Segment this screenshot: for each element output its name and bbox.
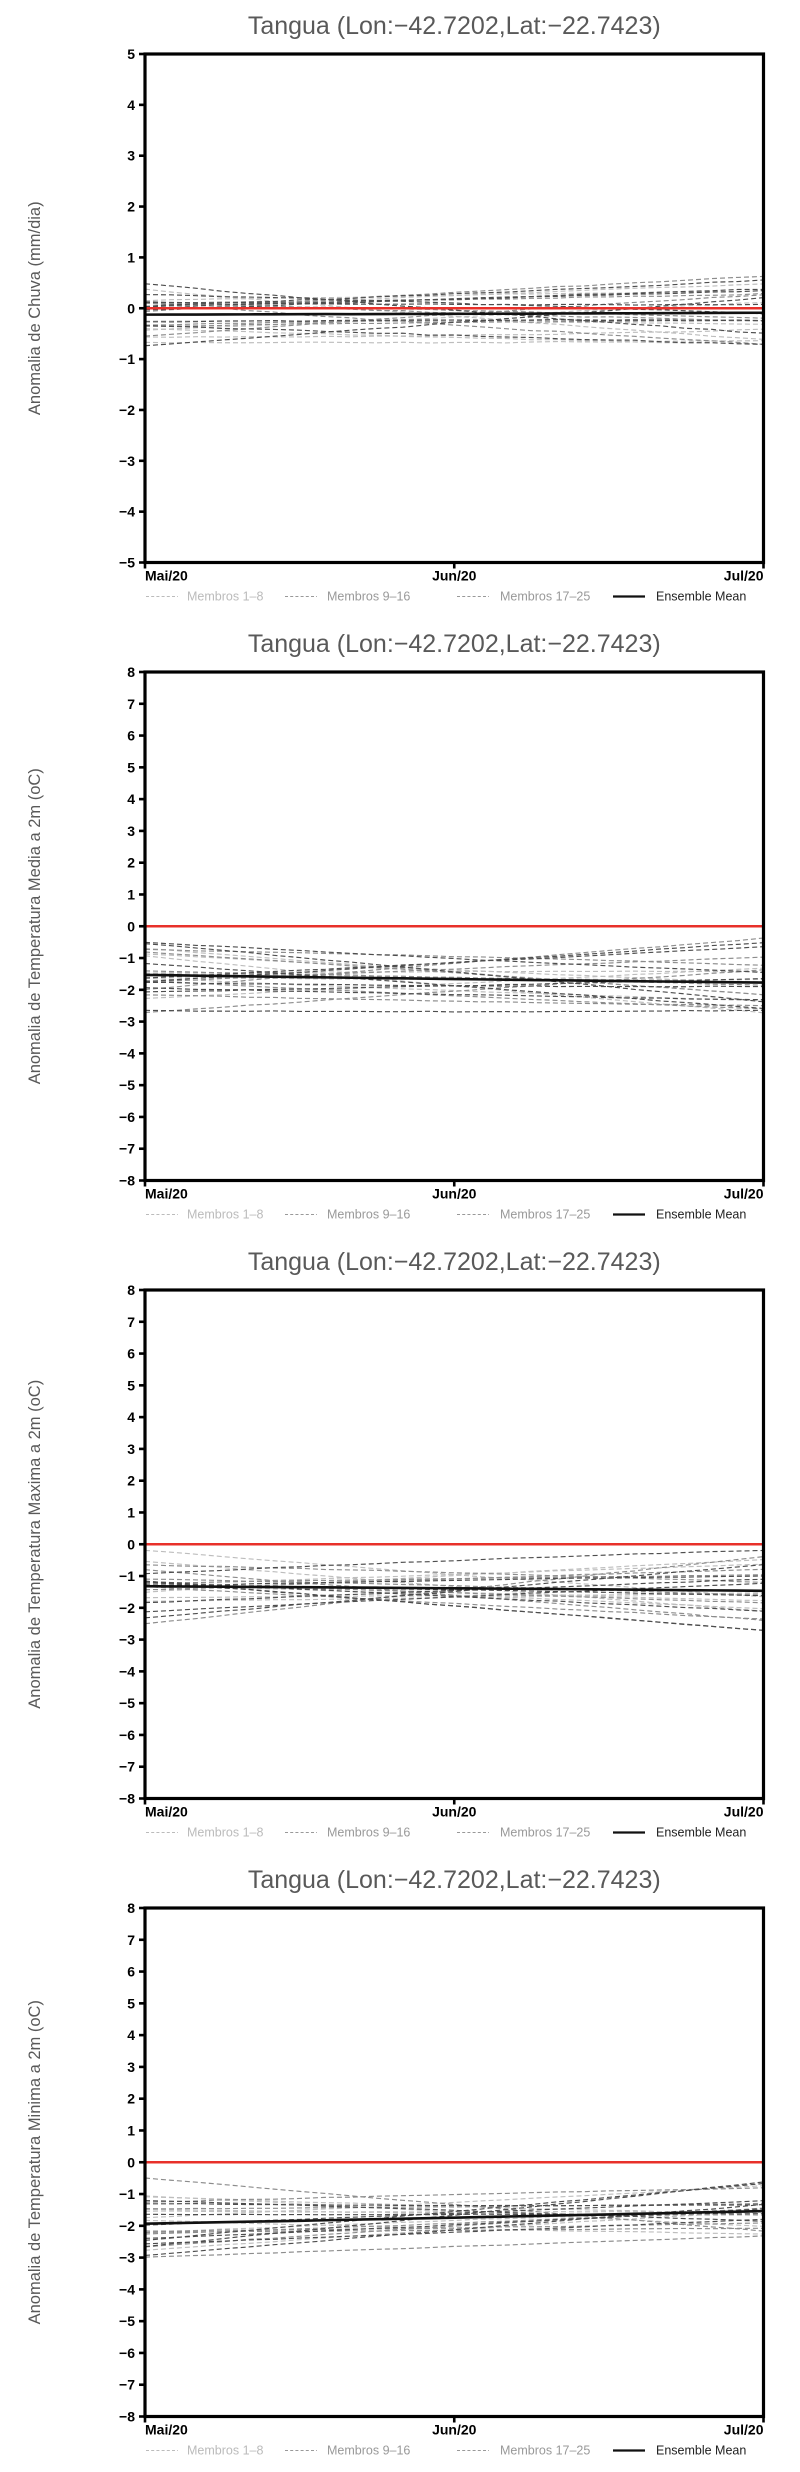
- svg-text:Membros 1–8: Membros 1–8: [187, 2444, 263, 2458]
- svg-text:7: 7: [127, 1314, 135, 1330]
- svg-text:Jul/20: Jul/20: [724, 2422, 764, 2438]
- svg-text:1: 1: [127, 1504, 135, 1520]
- svg-text:Tangua (Lon:−42.7202,Lat:−22.7: Tangua (Lon:−42.7202,Lat:−22.7423): [248, 1248, 661, 1276]
- svg-text:Anomalia de Temperatura Maxima: Anomalia de Temperatura Maxima a 2m (oC): [26, 1380, 44, 1709]
- svg-text:Tangua (Lon:−42.7202,Lat:−22.7: Tangua (Lon:−42.7202,Lat:−22.7423): [248, 630, 661, 658]
- svg-text:1: 1: [127, 2122, 135, 2138]
- svg-text:Jun/20: Jun/20: [432, 568, 477, 584]
- svg-text:Membros 17–25: Membros 17–25: [500, 590, 590, 604]
- svg-text:−4: −4: [119, 1663, 135, 1679]
- svg-text:8: 8: [127, 1282, 135, 1298]
- svg-text:1: 1: [127, 886, 135, 902]
- svg-text:7: 7: [127, 1932, 135, 1948]
- svg-text:−8: −8: [119, 1173, 135, 1189]
- svg-text:Membros 1–8: Membros 1–8: [187, 1208, 263, 1222]
- svg-text:0: 0: [127, 1536, 135, 1552]
- svg-text:Membros 9–16: Membros 9–16: [327, 1826, 410, 1840]
- svg-text:6: 6: [127, 1964, 135, 1980]
- svg-text:7: 7: [127, 696, 135, 712]
- svg-text:−5: −5: [119, 1695, 135, 1711]
- svg-text:−7: −7: [119, 2377, 135, 2393]
- svg-text:Jun/20: Jun/20: [432, 1186, 477, 1202]
- svg-text:−3: −3: [119, 2250, 135, 2266]
- svg-text:−7: −7: [119, 1759, 135, 1775]
- svg-text:5: 5: [127, 1995, 135, 2011]
- svg-text:−4: −4: [119, 504, 135, 520]
- svg-text:−1: −1: [119, 1568, 135, 1584]
- svg-text:−6: −6: [119, 2345, 135, 2361]
- svg-text:Mai/20: Mai/20: [145, 568, 188, 584]
- svg-text:−2: −2: [119, 982, 135, 998]
- svg-text:0: 0: [127, 918, 135, 934]
- svg-text:3: 3: [127, 823, 135, 839]
- svg-text:Mai/20: Mai/20: [145, 1186, 188, 1202]
- svg-text:2: 2: [127, 1473, 135, 1489]
- svg-text:Membros 1–8: Membros 1–8: [187, 590, 263, 604]
- svg-text:4: 4: [127, 1409, 135, 1425]
- svg-text:Membros 9–16: Membros 9–16: [327, 590, 410, 604]
- svg-text:4: 4: [127, 791, 135, 807]
- svg-text:−3: −3: [119, 453, 135, 469]
- svg-text:−8: −8: [119, 1791, 135, 1807]
- svg-text:−7: −7: [119, 1141, 135, 1157]
- svg-text:−4: −4: [119, 1045, 135, 1061]
- svg-text:−8: −8: [119, 2409, 135, 2425]
- svg-text:Anomalia de Temperatura Minima: Anomalia de Temperatura Minima a 2m (oC): [26, 2000, 44, 2324]
- svg-text:−6: −6: [119, 1109, 135, 1125]
- svg-text:3: 3: [127, 2059, 135, 2075]
- svg-text:8: 8: [127, 1900, 135, 1916]
- svg-text:6: 6: [127, 728, 135, 744]
- svg-text:Membros 1–8: Membros 1–8: [187, 1826, 263, 1840]
- svg-text:Ensemble Mean: Ensemble Mean: [656, 1208, 746, 1222]
- svg-text:6: 6: [127, 1346, 135, 1362]
- svg-text:5: 5: [127, 46, 135, 62]
- svg-text:4: 4: [127, 97, 135, 113]
- svg-text:1: 1: [127, 249, 135, 265]
- svg-text:5: 5: [127, 1377, 135, 1393]
- svg-text:−3: −3: [119, 1014, 135, 1030]
- svg-text:Ensemble Mean: Ensemble Mean: [656, 1826, 746, 1840]
- svg-text:Tangua (Lon:−42.7202,Lat:−22.7: Tangua (Lon:−42.7202,Lat:−22.7423): [248, 1866, 661, 1894]
- svg-text:2: 2: [127, 2091, 135, 2107]
- svg-text:Anomalia de Chuva (mm/dia): Anomalia de Chuva (mm/dia): [26, 201, 44, 415]
- svg-text:−1: −1: [119, 2186, 135, 2202]
- svg-text:3: 3: [127, 148, 135, 164]
- svg-text:Ensemble Mean: Ensemble Mean: [656, 590, 746, 604]
- svg-text:Jun/20: Jun/20: [432, 1804, 477, 1820]
- svg-text:−6: −6: [119, 1727, 135, 1743]
- svg-text:−5: −5: [119, 2313, 135, 2329]
- svg-text:Anomalia de Temperatura Media: Anomalia de Temperatura Media a 2m (oC): [26, 768, 44, 1084]
- svg-text:Membros 9–16: Membros 9–16: [327, 1208, 410, 1222]
- svg-text:Mai/20: Mai/20: [145, 2422, 188, 2438]
- svg-text:Jul/20: Jul/20: [724, 568, 764, 584]
- svg-text:0: 0: [127, 300, 135, 316]
- svg-text:Tangua (Lon:−42.7202,Lat:−22.7: Tangua (Lon:−42.7202,Lat:−22.7423): [248, 12, 661, 40]
- svg-text:3: 3: [127, 1441, 135, 1457]
- svg-text:2: 2: [127, 855, 135, 871]
- svg-text:Jul/20: Jul/20: [724, 1804, 764, 1820]
- svg-text:−5: −5: [119, 1077, 135, 1093]
- svg-text:4: 4: [127, 2027, 135, 2043]
- svg-text:Membros 17–25: Membros 17–25: [500, 1208, 590, 1222]
- svg-text:−2: −2: [119, 2218, 135, 2234]
- svg-text:−1: −1: [119, 351, 135, 367]
- svg-text:−2: −2: [119, 1600, 135, 1616]
- svg-text:Jul/20: Jul/20: [724, 1186, 764, 1202]
- svg-text:Membros 17–25: Membros 17–25: [500, 2444, 590, 2458]
- svg-text:5: 5: [127, 759, 135, 775]
- svg-text:0: 0: [127, 2154, 135, 2170]
- svg-text:−3: −3: [119, 1632, 135, 1648]
- svg-text:Jun/20: Jun/20: [432, 2422, 477, 2438]
- svg-text:Membros 9–16: Membros 9–16: [327, 2444, 410, 2458]
- svg-text:2: 2: [127, 199, 135, 215]
- svg-text:−1: −1: [119, 950, 135, 966]
- svg-text:Mai/20: Mai/20: [145, 1804, 188, 1820]
- svg-text:−5: −5: [119, 555, 135, 571]
- svg-text:−4: −4: [119, 2281, 135, 2297]
- svg-text:8: 8: [127, 664, 135, 680]
- svg-text:Ensemble Mean: Ensemble Mean: [656, 2444, 746, 2458]
- svg-text:−2: −2: [119, 402, 135, 418]
- svg-text:Membros 17–25: Membros 17–25: [500, 1826, 590, 1840]
